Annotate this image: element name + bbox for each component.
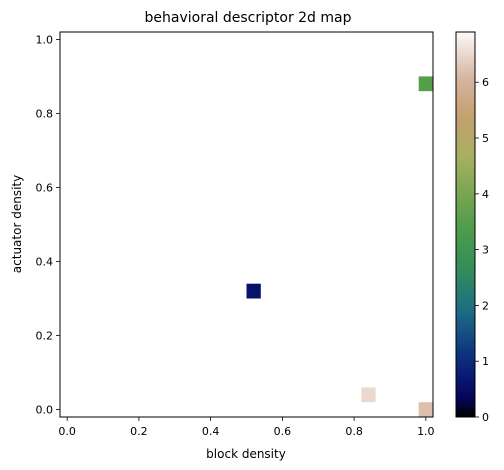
colorbar-tick-label: 5 — [482, 132, 489, 145]
x-tick-label: 0.8 — [345, 425, 363, 438]
y-tick-label: 0.8 — [36, 107, 54, 120]
x-tick-label: 0.0 — [58, 425, 76, 438]
y-tick-label: 0.2 — [36, 330, 54, 343]
colorbar-tick-label: 2 — [482, 299, 489, 312]
plot-area: 0.0 0.2 0.4 0.6 0.8 1.0 0.0 0.2 0.4 0.6 0.8 1.0 — [36, 31, 435, 438]
colorbar-tick-label: 6 — [482, 76, 489, 89]
chart-title: behavioral descriptor 2d map — [145, 10, 352, 26]
heatmap-cell — [418, 76, 433, 92]
x-tick-label: 0.2 — [130, 425, 148, 438]
heatmap-cell — [418, 402, 433, 417]
x-axis-label: block density — [206, 447, 286, 461]
y-axis-ticks: 0.0 0.2 0.4 0.6 0.8 1.0 — [36, 33, 60, 417]
y-tick-label: 0.0 — [36, 404, 54, 417]
x-tick-label: 0.6 — [274, 425, 292, 438]
plot-frame — [59, 31, 434, 418]
x-axis-ticks: 0.0 0.2 0.4 0.6 0.8 1.0 — [58, 417, 435, 438]
colorbar-tick-label: 1 — [482, 355, 489, 368]
colorbar-tick-label: 0 — [482, 411, 489, 424]
y-axis-label: actuator density — [10, 175, 24, 273]
y-tick-label: 0.4 — [36, 256, 54, 269]
heatmap-cell — [361, 387, 376, 403]
heatmap-cell — [246, 283, 261, 299]
y-tick-label: 1.0 — [36, 33, 54, 46]
colorbar-tick-label: 3 — [482, 244, 489, 257]
colorbar-ticks: 0 1 2 3 4 5 6 — [475, 76, 489, 424]
x-tick-label: 0.4 — [202, 425, 220, 438]
x-tick-label: 1.0 — [417, 425, 435, 438]
colorbar-frame — [455, 31, 476, 418]
colorbar: 0 1 2 3 4 5 6 — [455, 31, 489, 424]
y-tick-label: 0.6 — [36, 181, 54, 194]
colorbar-tick-label: 4 — [482, 188, 489, 201]
heatmap-cells — [246, 76, 433, 417]
colorbar-gradient — [456, 32, 475, 417]
